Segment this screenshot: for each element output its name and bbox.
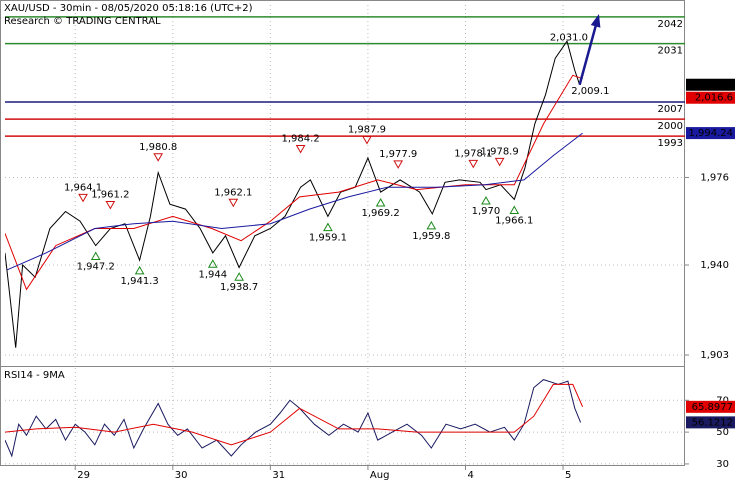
peak-label: 1,987.9 [348, 125, 386, 136]
y-tick-label: 1,903 [700, 350, 729, 361]
x-tick-label: 31 [272, 470, 285, 480]
chart-subtitle: Research © TRADING CENTRAL [4, 16, 161, 27]
price-note: 2,031.0 [550, 33, 588, 44]
last-value-label: 65.8977 [692, 402, 733, 413]
series-line [5, 40, 581, 348]
y-tick-label: 70 [716, 395, 729, 406]
trough-marker [234, 272, 245, 281]
frame [0, 0, 685, 466]
peak-marker [153, 153, 164, 162]
trough-label: 1,970 [472, 206, 501, 217]
peak-marker [78, 193, 88, 203]
price-note: 2,009.1 [571, 86, 609, 97]
peak-label: 1,980.8 [139, 142, 177, 153]
x-tick-label: 5 [565, 470, 571, 480]
trough-marker [509, 205, 520, 215]
x-tick-label: Aug [370, 470, 390, 480]
last-value-label: 1,994.24 [688, 128, 733, 139]
level-label: 2042 [658, 19, 683, 30]
level-label: 2031 [658, 46, 683, 57]
trough-label: 1,966.1 [495, 216, 533, 227]
y-tick-label: 50 [716, 427, 729, 438]
projection-arrow-head [590, 14, 601, 28]
trough-label: 1,938.7 [220, 282, 258, 293]
peak-label: 1,961.2 [91, 189, 129, 200]
peak-marker [295, 145, 306, 154]
peak-label: 1,964.1 [64, 182, 102, 193]
level-label: 2007 [658, 104, 683, 115]
x-tick-label: 30 [175, 470, 188, 480]
peak-label: 1,977.9 [379, 149, 417, 160]
rsi-panel [5, 368, 685, 466]
price-panel [5, 5, 685, 365]
trough-label: 1,947.2 [77, 262, 115, 273]
last-value-box [686, 78, 735, 91]
trough-marker [207, 259, 218, 268]
level-label: 2000 [658, 121, 683, 132]
last-value-box [686, 127, 735, 140]
trough-marker [134, 265, 145, 275]
trough-marker [323, 222, 333, 232]
peak-marker [393, 160, 404, 169]
last-value-label: 56.1212 [692, 417, 733, 428]
series-line [6, 132, 583, 271]
trough-label: 1,941.3 [121, 276, 159, 287]
trough-marker [375, 197, 386, 207]
level-label: 1993 [658, 138, 683, 149]
series-line [5, 383, 584, 446]
trough-label: 1,959.8 [412, 231, 450, 242]
peak-marker [468, 159, 479, 169]
peak-marker [362, 136, 372, 145]
last-value-box [686, 416, 735, 429]
trough-marker [481, 196, 491, 205]
peak-label: 1,978.9 [481, 146, 519, 157]
chart-title: XAU/USD - 30min - 08/05/2020 05:18:16 (U… [4, 3, 253, 14]
x-tick-label: 4 [467, 470, 473, 480]
last-value-label: 2,016.6 [695, 93, 733, 104]
trough-label: 1,944 [198, 269, 227, 280]
trough-label: 1,959.1 [309, 233, 347, 244]
projection-arrow [578, 16, 600, 86]
trough-marker [90, 251, 101, 261]
y-tick-label: 1,976 [700, 172, 729, 183]
x-tick-label: 29 [77, 470, 90, 480]
peak-marker [494, 157, 505, 167]
last-value-box [686, 91, 735, 104]
peak-marker [228, 198, 239, 208]
last-value-box [686, 400, 735, 413]
trough-marker [426, 220, 437, 230]
overlay: 1,903 1,940 1,976 2042 2031 2007 2000 1993 2,014… [64, 14, 735, 480]
last-value-label: 2,014.12 [688, 80, 733, 91]
peak-marker [105, 200, 116, 210]
peak-label: 1,984.2 [282, 134, 320, 145]
y-tick-label: 1,940 [700, 260, 729, 271]
peak-label: 1,962.1 [214, 187, 252, 198]
trough-label: 1,969.2 [362, 208, 400, 219]
rsi-title: RSI14 - 9MA [4, 370, 65, 381]
peak-label: 1,978.1 [454, 148, 492, 159]
y-tick-label: 30 [716, 459, 729, 470]
